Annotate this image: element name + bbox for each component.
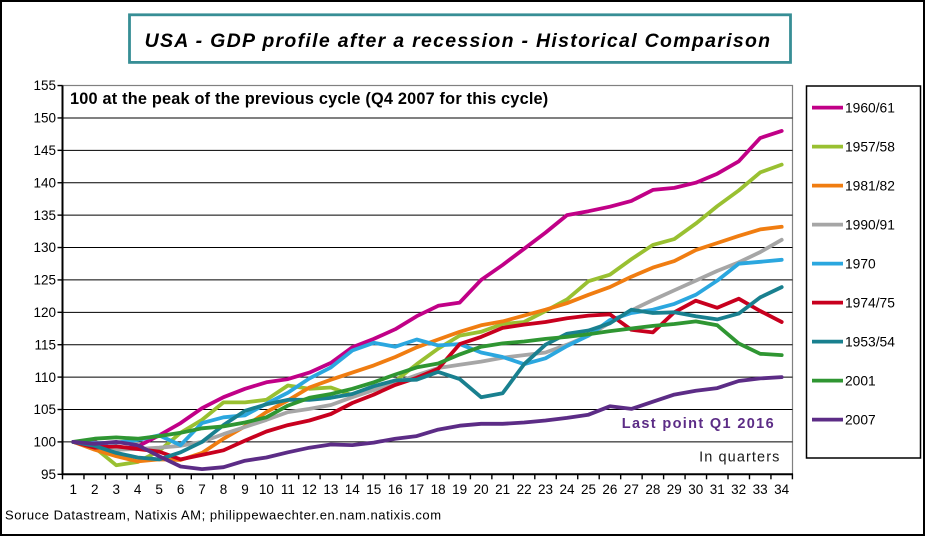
svg-text:1960/61: 1960/61 — [845, 100, 895, 115]
svg-text:7: 7 — [198, 482, 206, 497]
svg-text:14: 14 — [345, 482, 361, 497]
svg-text:125: 125 — [33, 273, 56, 288]
svg-text:155: 155 — [33, 78, 56, 93]
svg-text:2: 2 — [91, 482, 99, 497]
svg-text:1974/75: 1974/75 — [845, 295, 895, 310]
svg-text:15: 15 — [366, 482, 381, 497]
svg-text:29: 29 — [667, 482, 682, 497]
svg-text:27: 27 — [624, 482, 639, 497]
svg-text:In quarters: In quarters — [699, 449, 780, 465]
svg-text:1970: 1970 — [845, 256, 876, 271]
svg-text:140: 140 — [33, 175, 56, 190]
svg-text:105: 105 — [33, 402, 56, 417]
svg-text:23: 23 — [538, 482, 553, 497]
svg-text:11: 11 — [281, 482, 295, 497]
svg-text:1: 1 — [69, 482, 77, 497]
svg-text:32: 32 — [731, 482, 746, 497]
svg-text:110: 110 — [34, 370, 56, 385]
svg-text:95: 95 — [41, 467, 56, 482]
svg-text:19: 19 — [452, 482, 467, 497]
svg-text:13: 13 — [323, 482, 338, 497]
svg-text:1957/58: 1957/58 — [845, 139, 895, 154]
svg-text:115: 115 — [34, 337, 56, 352]
svg-text:150: 150 — [33, 111, 56, 126]
svg-text:145: 145 — [33, 143, 56, 158]
svg-text:9: 9 — [241, 482, 249, 497]
svg-text:10: 10 — [259, 482, 274, 497]
svg-text:5: 5 — [155, 482, 163, 497]
svg-text:34: 34 — [774, 482, 790, 497]
svg-text:100: 100 — [33, 435, 56, 450]
svg-text:22: 22 — [517, 482, 532, 497]
svg-text:2001: 2001 — [845, 373, 876, 388]
svg-text:20: 20 — [474, 482, 489, 497]
svg-text:Soruce Datastream, Natixis AM;: Soruce Datastream, Natixis AM; philippew… — [5, 508, 442, 523]
svg-text:3: 3 — [112, 482, 120, 497]
svg-text:31: 31 — [710, 482, 725, 497]
svg-text:135: 135 — [33, 208, 56, 223]
svg-text:33: 33 — [753, 482, 768, 497]
svg-text:18: 18 — [431, 482, 446, 497]
svg-text:16: 16 — [388, 482, 403, 497]
svg-text:28: 28 — [645, 482, 660, 497]
svg-text:130: 130 — [33, 240, 56, 255]
svg-text:2007: 2007 — [845, 412, 876, 427]
svg-text:17: 17 — [409, 482, 424, 497]
svg-text:21: 21 — [495, 482, 510, 497]
svg-text:24: 24 — [559, 482, 575, 497]
svg-text:6: 6 — [177, 482, 185, 497]
svg-text:8: 8 — [220, 482, 228, 497]
svg-text:1990/91: 1990/91 — [845, 217, 895, 232]
svg-text:4: 4 — [134, 482, 142, 497]
svg-text:Last point Q1 2016: Last point Q1 2016 — [622, 416, 775, 432]
svg-text:1981/82: 1981/82 — [845, 178, 895, 193]
svg-text:30: 30 — [688, 482, 703, 497]
svg-text:26: 26 — [602, 482, 617, 497]
svg-text:USA - GDP profile after a rece: USA - GDP profile after a recession - Hi… — [145, 30, 772, 52]
svg-text:1953/54: 1953/54 — [845, 334, 895, 349]
svg-text:120: 120 — [33, 305, 56, 320]
svg-text:12: 12 — [302, 482, 317, 497]
svg-text:25: 25 — [581, 482, 596, 497]
svg-text:100 at the peak of the previou: 100 at the peak of the previous cycle (Q… — [70, 90, 548, 108]
